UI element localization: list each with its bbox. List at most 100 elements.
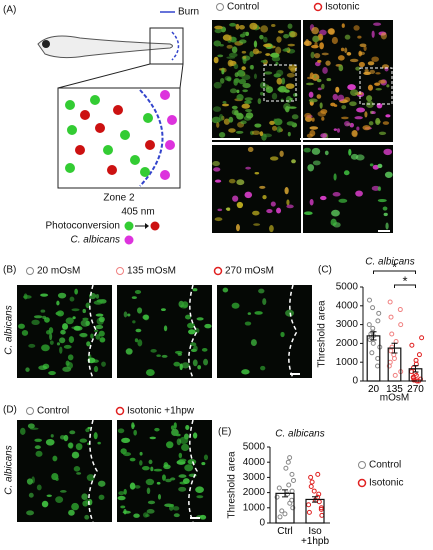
- cell: [88, 292, 97, 300]
- cell: [368, 121, 374, 126]
- schematic-cell: [67, 125, 77, 135]
- cell: [131, 422, 135, 430]
- cell: [262, 194, 267, 200]
- cell: [281, 77, 286, 85]
- cell: [67, 442, 74, 449]
- cell: [333, 128, 338, 131]
- data-point: [409, 342, 415, 348]
- cell: [150, 348, 157, 353]
- cell: [378, 79, 386, 84]
- cell: [355, 66, 361, 71]
- cell: [217, 208, 223, 212]
- cell: [137, 339, 143, 347]
- cell: [262, 298, 267, 305]
- cell: [213, 40, 222, 47]
- scale-bar: [190, 517, 200, 519]
- x-tick-label: 20: [367, 384, 380, 395]
- cell: [251, 130, 260, 136]
- cell: [137, 307, 143, 314]
- legend-marker: [116, 267, 124, 275]
- cell: [150, 466, 154, 472]
- cell: [21, 330, 29, 336]
- data-point: [376, 310, 382, 316]
- cell: [95, 313, 104, 317]
- cell: [139, 451, 143, 456]
- cell: [364, 111, 368, 118]
- legend-marker: [26, 267, 34, 275]
- cell: [316, 94, 322, 99]
- cell: [68, 509, 75, 516]
- cell: [252, 210, 260, 216]
- cell: [285, 105, 290, 113]
- cell: [189, 342, 197, 347]
- schematic-cell: [145, 140, 155, 150]
- cell: [263, 36, 268, 43]
- wound-edge: [88, 419, 98, 523]
- cell: [93, 300, 103, 305]
- cell: [185, 314, 192, 320]
- fungus-dot: [124, 235, 134, 245]
- cell: [79, 333, 88, 337]
- cell: [59, 490, 67, 493]
- cell: [132, 320, 136, 324]
- cell: [42, 315, 47, 320]
- y-tick-label: 2000: [336, 338, 359, 349]
- cell: [341, 116, 349, 120]
- cell: [212, 161, 220, 167]
- cell: [181, 301, 189, 308]
- cell: [221, 103, 230, 107]
- cell: [203, 454, 209, 461]
- cell: [162, 474, 166, 481]
- cell: [49, 333, 53, 341]
- data-point: [283, 465, 289, 471]
- cell: [214, 28, 222, 34]
- cell: [385, 114, 391, 118]
- cell: [240, 120, 247, 125]
- cell: [320, 195, 327, 201]
- green-cell: [124, 221, 134, 231]
- cell: [326, 78, 332, 82]
- cell: [236, 113, 244, 120]
- cell: [289, 31, 298, 38]
- cell: [321, 52, 329, 56]
- cell: [68, 336, 75, 344]
- x-axis-label: mOsM: [380, 393, 409, 404]
- cell: [173, 513, 180, 518]
- cell: [269, 120, 275, 126]
- cell: [259, 131, 264, 137]
- wound-edge: [188, 419, 198, 523]
- cell: [253, 73, 257, 80]
- data-point: [389, 331, 395, 337]
- zone-box: [57, 87, 181, 189]
- cell: [337, 55, 345, 61]
- data-point: [287, 500, 293, 506]
- y-tick-label: 5000: [336, 282, 359, 293]
- cell: [242, 89, 248, 93]
- cell: [309, 198, 314, 206]
- sig-bracket: [394, 284, 416, 288]
- cell: [67, 354, 74, 361]
- cell: [314, 52, 321, 59]
- cell: [254, 311, 263, 315]
- cell: [327, 28, 335, 35]
- cell: [154, 427, 160, 432]
- legend-marker: [115, 406, 125, 416]
- cell: [371, 30, 375, 38]
- cell: [213, 56, 219, 64]
- cell: [156, 481, 161, 485]
- scale-bar: [378, 230, 390, 232]
- cell: [125, 348, 133, 355]
- cell: [276, 207, 282, 214]
- cell: [145, 369, 155, 376]
- cell: [233, 63, 239, 70]
- error-bar: [391, 342, 398, 354]
- cell: [244, 191, 253, 199]
- cell: [135, 328, 142, 333]
- cell: [321, 83, 325, 90]
- cell: [322, 67, 328, 74]
- cell: [359, 51, 366, 56]
- cell: [231, 109, 239, 116]
- data-point: [276, 485, 282, 491]
- schematic-cell: [140, 167, 150, 177]
- cell: [335, 86, 340, 93]
